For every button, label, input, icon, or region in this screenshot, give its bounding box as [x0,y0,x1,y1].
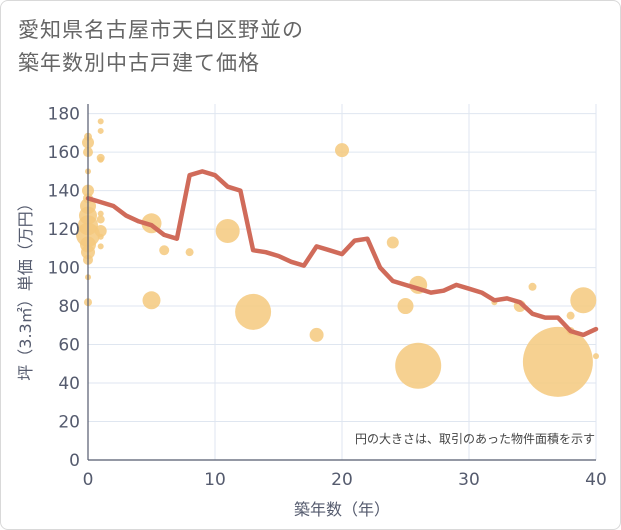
bubble-point [523,327,593,397]
bubble-point [593,353,599,359]
bubble-point [310,328,324,342]
x-tick-label: 20 [331,470,353,490]
y-tick-label: 180 [48,105,80,125]
x-tick-label: 40 [585,470,607,490]
bubble-point [159,245,169,255]
bubble-point [98,118,104,124]
y-tick-label: 160 [48,143,80,163]
x-axis-label: 築年数（年） [294,500,390,519]
bubble-size-note: 円の大きさは、取引のあった物件面積を示す [355,431,595,446]
x-tick-label: 0 [83,470,94,490]
bubble-point [98,243,104,249]
bubble-point [216,219,240,243]
bubble-point [570,287,596,313]
x-tick-label: 10 [204,470,226,490]
y-tick-label: 140 [48,182,80,202]
bubble-point [395,343,441,389]
y-tick-label: 100 [48,259,80,279]
bubble-point [567,312,575,320]
bubble-point [335,143,349,157]
bubble-point [98,157,104,163]
bubble-point [398,298,414,314]
y-tick-label: 20 [58,413,80,433]
bubble-point [186,248,194,256]
bubble-point [387,237,399,249]
price-chart: 0 20 40 60 80 100 120 140 160 180 0 10 20 30 40 円の大きさは… [0,0,621,530]
bubble-point [235,294,271,330]
grid-lines [88,104,596,460]
bubble-point [98,234,104,240]
y-axis-label: 坪（3.3㎡）単価（万円） [16,195,35,380]
y-tick-label: 80 [58,297,80,317]
bubble-point [143,291,161,309]
bubble-point [97,215,105,223]
y-tick-label: 40 [58,374,80,394]
bubble-point [98,128,104,134]
x-tick-label: 30 [458,470,480,490]
bubble-point [529,283,537,291]
y-tick-label: 0 [69,451,80,471]
y-tick-label: 60 [58,336,80,356]
y-tick-label: 120 [48,220,80,240]
